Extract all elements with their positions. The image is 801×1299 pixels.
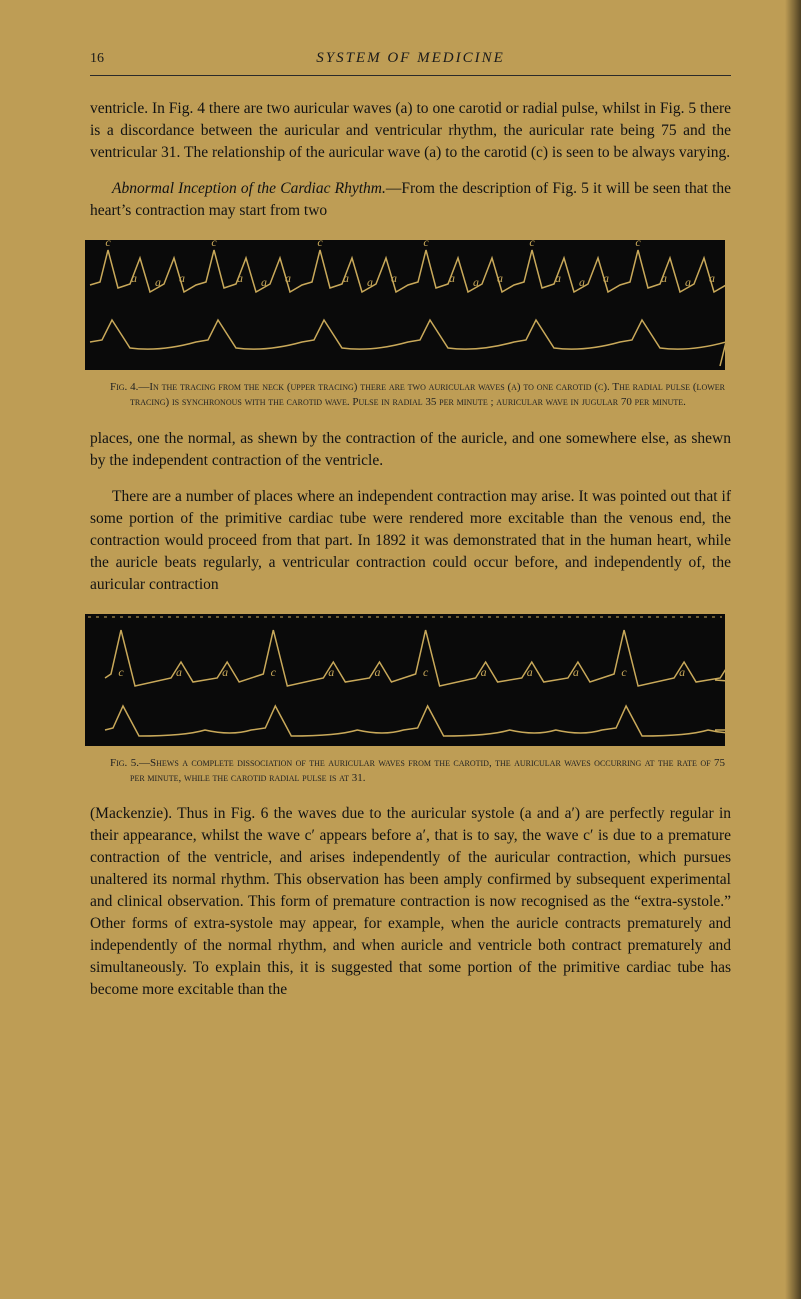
svg-text:a: a — [661, 271, 667, 285]
svg-text:a: a — [579, 275, 585, 289]
svg-text:a: a — [679, 665, 685, 679]
fig4-caption-text: Fig. 4.—In the tracing from the neck (up… — [110, 381, 725, 408]
fig5-caption-text: Fig. 5.—Shews a complete dissociation of… — [110, 757, 725, 784]
svg-text:a: a — [555, 271, 561, 285]
paragraph-2: Abnormal Inception of the Cardiac Rhythm… — [90, 178, 731, 222]
page-header: 16 SYSTEM OF MEDICINE — [90, 50, 731, 67]
svg-text:a: a — [709, 271, 715, 285]
svg-text:a: a — [179, 271, 185, 285]
svg-text:c: c — [621, 665, 627, 679]
paragraph-5: (Mackenzie). Thus in Fig. 6 the waves du… — [90, 803, 731, 1001]
svg-text:a: a — [481, 665, 487, 679]
paragraph-4: There are a number of places where an in… — [90, 486, 731, 596]
svg-text:c: c — [423, 665, 429, 679]
paragraph-2-lead: Abnormal Inception of the Cardiac Rhythm… — [112, 180, 386, 197]
svg-text:a: a — [131, 271, 137, 285]
svg-text:c: c — [635, 240, 641, 249]
svg-text:a: a — [328, 665, 334, 679]
svg-text:a: a — [261, 275, 267, 289]
svg-text:c: c — [423, 240, 429, 249]
svg-text:a: a — [176, 665, 182, 679]
running-title: SYSTEM OF MEDICINE — [90, 50, 731, 67]
svg-text:a: a — [222, 665, 228, 679]
svg-text:a: a — [685, 275, 691, 289]
page-right-edge-shadow — [785, 0, 801, 1299]
svg-text:a: a — [285, 271, 291, 285]
svg-text:a: a — [374, 665, 380, 679]
svg-text:a: a — [343, 271, 349, 285]
figure-5-svg: caacaacaaacaa — [85, 614, 725, 746]
svg-text:c: c — [271, 665, 277, 679]
svg-text:a: a — [603, 271, 609, 285]
svg-text:a: a — [155, 275, 161, 289]
page: 16 SYSTEM OF MEDICINE ventricle. In Fig.… — [0, 0, 801, 1299]
paragraph-3: places, one the normal, as shewn by the … — [90, 428, 731, 472]
header-rule — [90, 75, 731, 76]
svg-text:c: c — [118, 665, 124, 679]
svg-text:a: a — [527, 665, 533, 679]
svg-text:a: a — [473, 275, 479, 289]
svg-text:c: c — [211, 240, 217, 249]
figure-4-caption: Fig. 4.—In the tracing from the neck (up… — [90, 380, 731, 410]
svg-text:a: a — [449, 271, 455, 285]
svg-text:a: a — [573, 665, 579, 679]
figure-4-svg: c a a a c a a a c a a a c a a a c a a a c a a a — [85, 240, 725, 370]
svg-text:a: a — [497, 271, 503, 285]
svg-text:c: c — [529, 240, 535, 249]
svg-text:c: c — [317, 240, 323, 249]
figure-5-caption: Fig. 5.—Shews a complete dissociation of… — [90, 756, 731, 786]
figure-5: caacaacaaacaa — [90, 614, 731, 746]
svg-text:c: c — [105, 240, 111, 249]
svg-text:a: a — [391, 271, 397, 285]
svg-text:a: a — [367, 275, 373, 289]
svg-text:a: a — [237, 271, 243, 285]
paragraph-1: ventricle. In Fig. 4 there are two auric… — [90, 98, 731, 164]
figure-4: c a a a c a a a c a a a c a a a c a a a c a a a — [90, 240, 731, 370]
